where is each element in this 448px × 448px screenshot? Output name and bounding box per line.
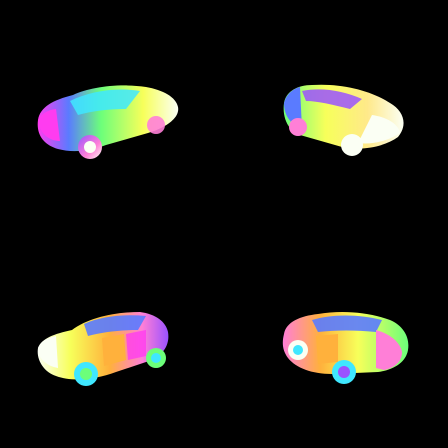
car-wheel — [341, 134, 363, 156]
car-wheel — [289, 118, 307, 136]
car-front — [358, 115, 400, 144]
car-bottom-left-svg — [37, 312, 169, 386]
car-render-bottom-left — [28, 290, 188, 400]
car-top-right-svg — [283, 84, 404, 156]
car-window — [84, 315, 146, 336]
car-door — [102, 334, 126, 366]
car-window — [302, 89, 362, 109]
car-window — [70, 89, 140, 115]
car-door — [126, 330, 146, 360]
car-door — [316, 334, 338, 364]
car-render-top-right — [272, 65, 432, 175]
car-render-bottom-right — [272, 290, 432, 400]
car-front — [38, 109, 60, 141]
car-top-left-svg — [37, 85, 179, 159]
car-bottom-right-svg — [282, 312, 409, 384]
car-render-top-left — [28, 65, 188, 175]
car-front — [38, 336, 58, 368]
car-rear — [376, 330, 402, 370]
car-wheel — [147, 116, 165, 134]
car-window — [312, 315, 382, 332]
